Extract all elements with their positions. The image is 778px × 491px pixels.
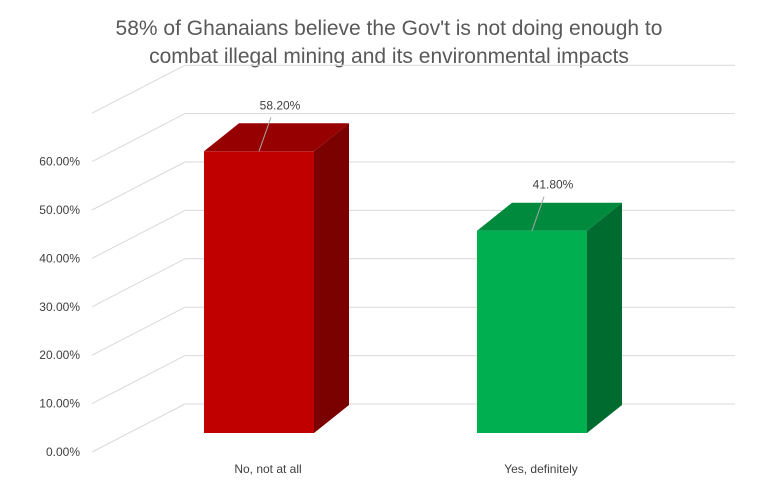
gridline-side — [91, 306, 186, 356]
y-tick-label: 0.00% — [46, 445, 80, 459]
bar-top — [204, 123, 349, 152]
x-axis-categories: No, not at all Yes, definitely — [234, 462, 577, 476]
y-tick-label: 10.00% — [39, 397, 80, 411]
bar-front — [204, 151, 314, 433]
gridline-side — [91, 258, 186, 308]
data-label-leader — [258, 117, 272, 152]
gridlines — [91, 64, 735, 453]
bar — [204, 123, 349, 433]
y-tick-label: 50.00% — [39, 203, 80, 217]
gridline-side — [91, 355, 186, 405]
x-category-label: No, not at all — [234, 462, 301, 476]
data-labels: 58.20% 41.80% — [258, 98, 574, 231]
gridline-side — [91, 113, 186, 163]
data-label: 41.80% — [533, 178, 574, 192]
y-tick-label: 60.00% — [39, 155, 80, 169]
data-label-leader — [531, 196, 545, 231]
gridline-side — [91, 161, 186, 211]
chart-title-line-2: combat illegal mining and its environmen… — [149, 45, 629, 68]
y-tick-label: 30.00% — [39, 300, 80, 314]
bars — [204, 123, 622, 433]
gridline-side — [91, 209, 186, 259]
bar — [477, 202, 622, 433]
y-axis-ticks: 0.00% 10.00% 20.00% 30.00% 40.00% 50.00% 60.00… — [39, 155, 80, 459]
data-label: 58.20% — [260, 98, 301, 112]
y-tick-label: 40.00% — [39, 251, 80, 265]
y-tick-label: 20.00% — [39, 348, 80, 362]
chart-title-line-1: 58% of Ghanaians believe the Gov't is no… — [116, 17, 663, 40]
bar-top — [477, 202, 622, 231]
gridline-side — [91, 64, 186, 114]
x-category-label: Yes, definitely — [504, 462, 578, 476]
bar-side — [587, 202, 622, 433]
gridline-side — [91, 403, 186, 453]
bar-front — [477, 230, 587, 433]
bar-side — [314, 123, 349, 433]
